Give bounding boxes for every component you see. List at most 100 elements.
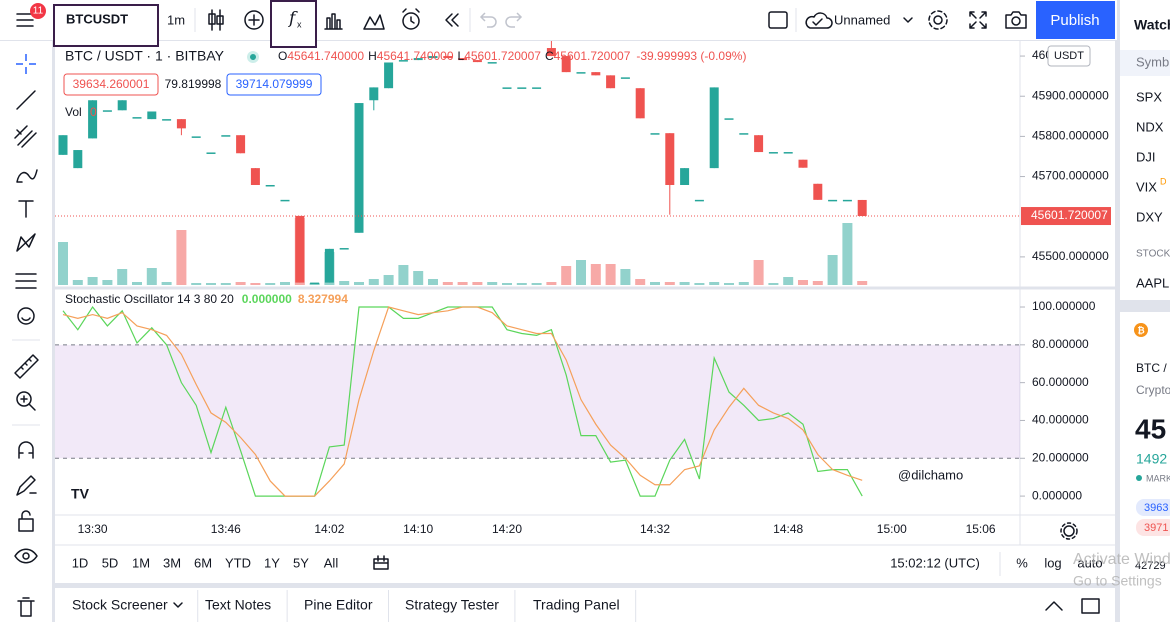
chevron[interactable]	[903, 17, 913, 23]
date-range-button[interactable]	[373, 555, 389, 570]
menu-button[interactable]	[16, 13, 34, 27]
range-button[interactable]: 1Y	[264, 555, 280, 570]
scale-button[interactable]: auto	[1077, 555, 1102, 570]
fullscreen-button[interactable]	[969, 11, 987, 29]
zoom-tool[interactable]	[16, 391, 36, 411]
settings-button[interactable]	[928, 10, 948, 30]
volume-bar	[605, 264, 616, 285]
watch-symbol[interactable]: SPX	[1136, 89, 1162, 104]
candle-body	[295, 215, 305, 283]
menu-icon	[16, 13, 34, 27]
redo-button[interactable]	[505, 12, 523, 28]
eye-icon	[14, 548, 38, 564]
volume-bar	[413, 271, 424, 285]
collapse-button[interactable]	[1045, 601, 1063, 611]
fib-tool[interactable]	[14, 125, 37, 148]
watch-symbol[interactable]: NDX	[1136, 119, 1164, 134]
range-button[interactable]: 5D	[102, 555, 119, 570]
layout-button[interactable]	[363, 14, 385, 30]
alert-icon	[402, 8, 420, 24]
fx-icon: f	[287, 9, 298, 29]
interval[interactable]: 1m	[167, 12, 185, 27]
volume-bar	[753, 260, 764, 285]
range-button[interactable]: 1D	[72, 555, 89, 570]
compare-button[interactable]	[244, 10, 264, 30]
pattern-tool[interactable]	[16, 233, 36, 252]
layout-icon	[363, 14, 385, 30]
chart-type-button[interactable]	[208, 9, 224, 31]
remove-tool[interactable]	[17, 597, 35, 617]
candle-body	[132, 117, 142, 119]
scale-button[interactable]: log	[1044, 555, 1061, 570]
alert-button[interactable]	[402, 8, 420, 30]
lock-drawing-tool[interactable]	[16, 475, 37, 496]
indicators-button[interactable]	[270, 0, 317, 48]
text-tool[interactable]	[18, 200, 34, 218]
hide-tool[interactable]	[14, 548, 38, 564]
spread: 79.819998	[165, 77, 222, 91]
undo-button[interactable]	[479, 12, 497, 28]
layout-name[interactable]: Unnamed	[834, 12, 890, 27]
volume-bar	[635, 279, 646, 285]
brush-tool[interactable]	[16, 169, 38, 183]
tab[interactable]: Strategy Tester	[405, 597, 499, 613]
watch-symbol[interactable]: DXY	[1136, 209, 1163, 224]
range-button[interactable]: 5Y	[293, 555, 309, 570]
snapshot-button[interactable]	[1005, 11, 1027, 29]
stoch-tick-label: 80.000000	[1032, 337, 1089, 351]
x-tick-label: 14:02	[314, 522, 344, 536]
scale-button[interactable]: %	[1016, 555, 1028, 570]
select-button[interactable]	[768, 11, 788, 29]
candle-body	[413, 58, 423, 61]
candle-body	[798, 159, 808, 168]
prediction-tool[interactable]	[15, 273, 37, 289]
volume-bar	[235, 282, 246, 285]
watch-symbol[interactable]: DJI	[1136, 149, 1156, 164]
scale-buttons: % log auto	[1016, 555, 1102, 570]
tab[interactable]: Pine Editor	[304, 597, 373, 613]
candle-body	[472, 60, 482, 63]
replay-button[interactable]	[445, 13, 459, 27]
range-button[interactable]: 1M	[132, 555, 150, 570]
candle-body	[88, 100, 98, 139]
tab[interactable]: Trading Panel	[533, 597, 620, 613]
volume-bar	[620, 269, 631, 285]
crosshair-tool[interactable]	[16, 54, 36, 74]
volume-bar	[280, 282, 290, 285]
gear-icon	[933, 15, 943, 25]
range-button[interactable]: 3M	[163, 555, 181, 570]
maximize-button[interactable]	[1081, 598, 1100, 614]
sell-button[interactable]	[63, 73, 159, 96]
magnet-tool[interactable]	[18, 441, 34, 459]
stoch-line	[62, 306, 863, 497]
trendline-tool[interactable]	[16, 90, 36, 110]
candle-body	[650, 133, 660, 135]
save-layout[interactable]	[805, 12, 833, 29]
ruler-tool[interactable]	[14, 354, 39, 379]
watch-symbol[interactable]: VIX	[1136, 179, 1157, 194]
range-button[interactable]: 6M	[194, 555, 212, 570]
currency-box[interactable]	[1047, 45, 1091, 67]
lock-tool[interactable]	[18, 510, 34, 532]
tab[interactable]: Text Notes	[205, 597, 271, 613]
publish-button[interactable]	[1036, 1, 1115, 39]
range-button[interactable]: All	[324, 555, 339, 570]
icon-tool[interactable]	[17, 307, 35, 325]
candle-body	[842, 199, 852, 202]
ohlc-change: -39.999993 (-0.09%)	[636, 49, 746, 63]
x-tick-label: 14:20	[492, 522, 522, 536]
symbol-search[interactable]	[53, 4, 159, 47]
candle-body	[532, 87, 542, 89]
x-tick-label: 15:00	[877, 522, 907, 536]
candle-body	[280, 199, 290, 202]
stock[interactable]: AAPL	[1136, 275, 1169, 290]
time-settings[interactable]	[1060, 522, 1078, 540]
stoch-tick-label: 0.000000	[1032, 488, 1082, 502]
buy-button[interactable]	[226, 73, 322, 96]
candle-body	[398, 60, 408, 62]
templates-button[interactable]	[324, 13, 343, 30]
tab[interactable]: Stock Screener	[72, 597, 168, 613]
chevron[interactable]	[173, 602, 183, 608]
range-button[interactable]: YTD	[225, 555, 251, 570]
zoom-icon	[20, 395, 36, 411]
